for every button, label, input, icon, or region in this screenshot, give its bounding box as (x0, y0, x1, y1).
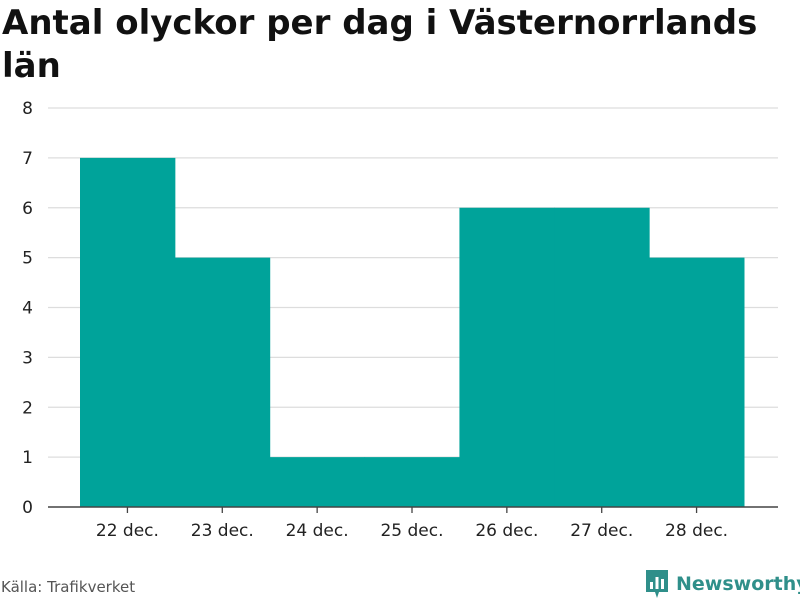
newsworthy-logo-icon (646, 570, 668, 598)
y-tick-label: 2 (22, 398, 33, 418)
axes (48, 506, 778, 513)
x-tick-label: 27 dec. (570, 521, 633, 541)
y-tick-label: 5 (22, 249, 33, 269)
x-tick-label: 22 dec. (96, 521, 159, 541)
y-tick-label: 8 (22, 99, 33, 119)
y-tick-label: 7 (22, 149, 33, 169)
y-tick-label: 3 (22, 348, 33, 368)
bar (364, 457, 460, 507)
y-tick-label: 6 (22, 199, 33, 219)
x-tick-label: 25 dec. (380, 521, 443, 541)
y-tick-label: 1 (22, 448, 33, 468)
bar (174, 257, 271, 507)
x-tick-label: 23 dec. (191, 521, 254, 541)
x-tick-label: 28 dec. (665, 521, 728, 541)
x-tick-label: 26 dec. (475, 521, 538, 541)
x-tick-label: 24 dec. (286, 521, 349, 541)
newsworthy-logo: Newsworthy (645, 569, 800, 599)
bar (80, 157, 176, 507)
bar (649, 257, 745, 507)
bar (554, 207, 650, 507)
brand-name: Newsworthy (676, 573, 800, 595)
y-tick-label: 0 (22, 498, 33, 518)
bar (459, 207, 555, 507)
tick-labels: 0 1 2 3 4 5 6 7 8 22 dec. 23 dec. 24 dec. 25 dec. 26 … (22, 99, 728, 541)
source-note: Källa: Trafikverket (1, 578, 136, 596)
bars (80, 157, 745, 507)
y-tick-label: 4 (22, 299, 33, 319)
bar (269, 457, 366, 507)
chart-title: Antal olyckor per dag i Västernorrlands … (2, 3, 758, 86)
